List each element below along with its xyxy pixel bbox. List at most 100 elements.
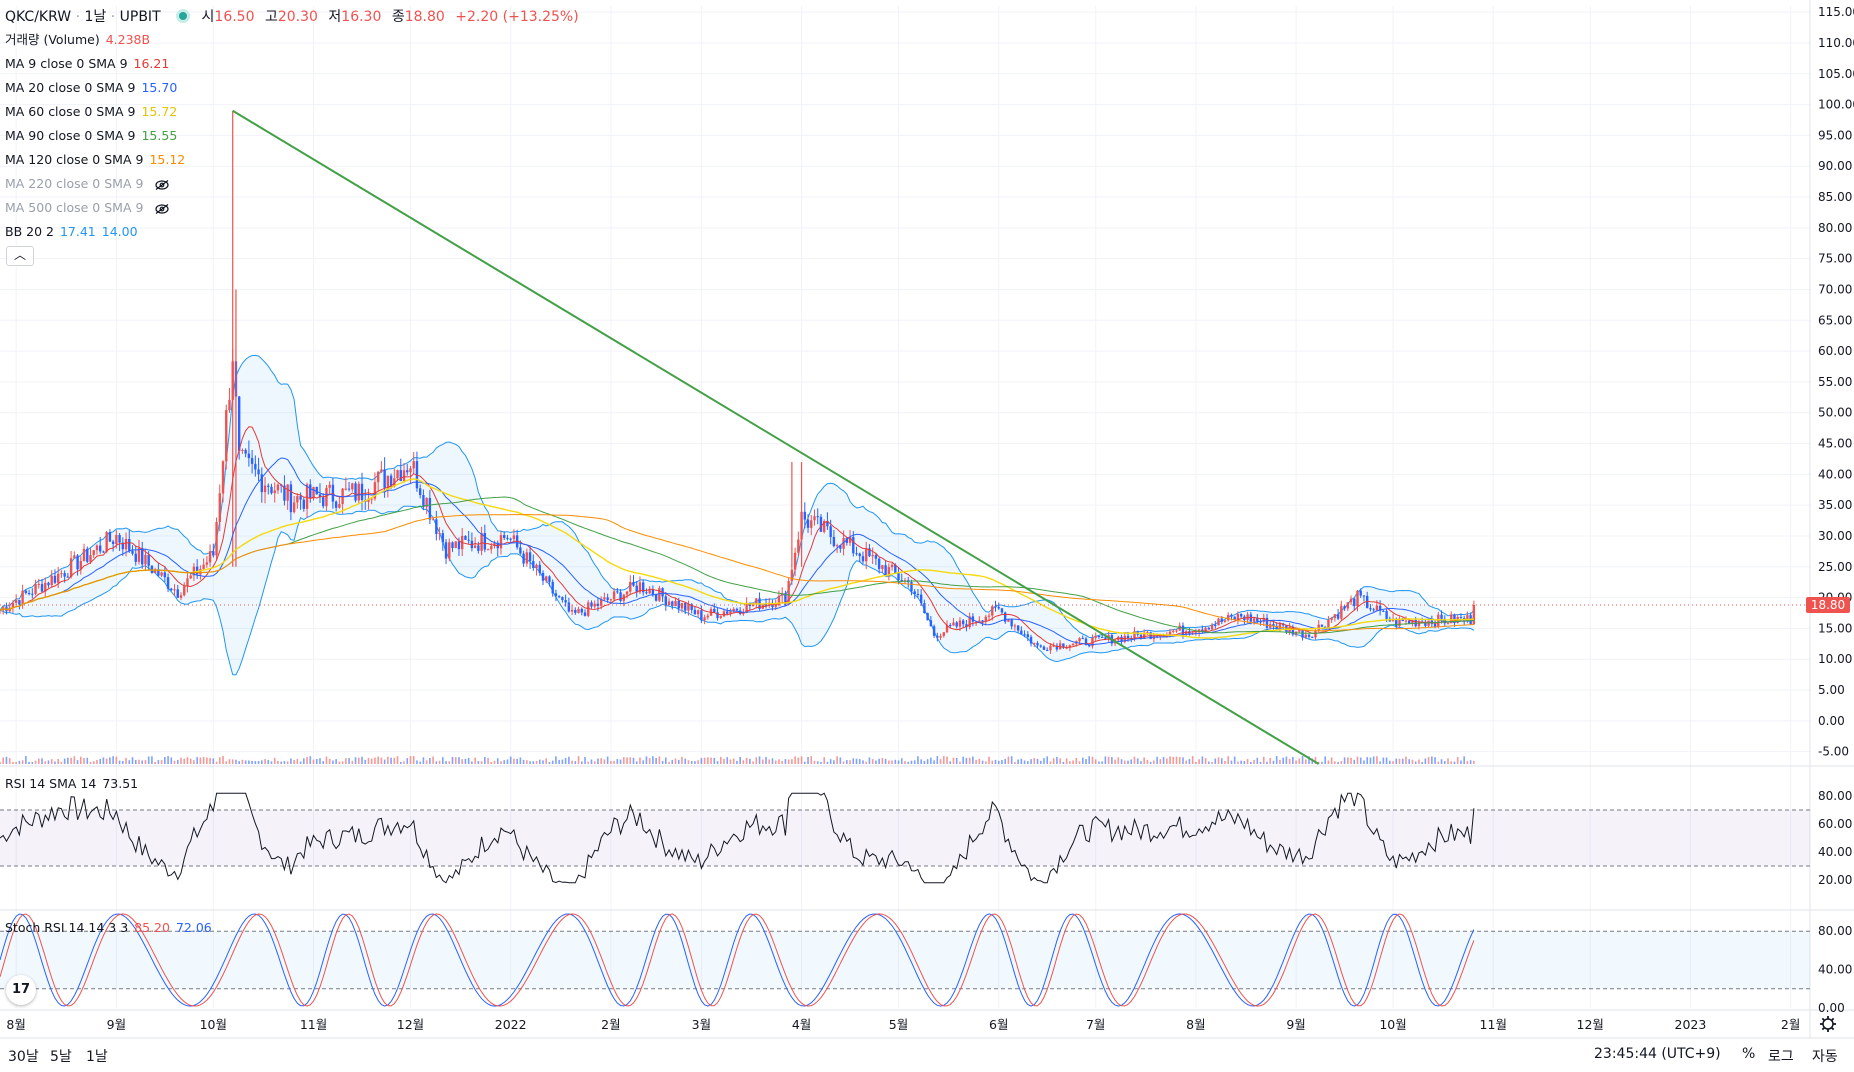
range-5d-button[interactable]: 5날 (50, 1049, 72, 1065)
volume-bar (781, 760, 783, 764)
candle-body (994, 606, 997, 608)
legend-stoch[interactable]: Stoch RSI 14 14 3 3 85.20 72.06 (5, 920, 212, 936)
volume-bar (348, 758, 350, 764)
candle-body (625, 591, 629, 595)
percent-scale-button[interactable]: % (1742, 1046, 1756, 1062)
eye-off-icon[interactable] (155, 179, 170, 190)
candle-body (92, 550, 95, 556)
candle-body (95, 545, 99, 551)
candle-body (254, 463, 257, 470)
candle-body (839, 545, 842, 549)
price-axis-tick: 70.00 (1818, 282, 1852, 296)
price-axis-tick: 35.00 (1818, 498, 1852, 512)
volume-bar (774, 760, 777, 764)
candle-body (157, 569, 160, 576)
volume-bar (1078, 761, 1081, 764)
candle-body (719, 616, 722, 618)
log-scale-button[interactable]: 로그 (1768, 1049, 1794, 1065)
legend-ma500[interactable]: MA 500 close 0 SMA 9 (5, 200, 170, 216)
volume-bar (955, 757, 958, 764)
candle-body (477, 545, 480, 551)
volume-bar (8, 758, 11, 764)
legend-volume[interactable]: 거래량 (Volume) 4.238B (5, 32, 150, 48)
volume-bar (994, 759, 997, 764)
volume-bar (60, 761, 63, 764)
candle-body (732, 608, 735, 612)
candle-body (367, 498, 370, 502)
candle-body (215, 522, 218, 556)
trendline (232, 109, 1320, 765)
volume-bar (1427, 757, 1430, 764)
candle-body (887, 567, 891, 576)
range-1d-button[interactable]: 1날 (86, 1049, 108, 1065)
volume-bar (1133, 756, 1136, 764)
volume-bar (1217, 757, 1220, 764)
candle-body (1333, 614, 1337, 619)
volume-bar (1463, 756, 1465, 764)
volume-bar (338, 761, 341, 764)
volume-bar (299, 761, 302, 764)
legend-ma60[interactable]: MA 60 close 0 SMA 9 15.72 (5, 104, 177, 120)
volume-bar (1169, 756, 1171, 764)
candle-body (1236, 613, 1240, 620)
volume-bar (975, 759, 977, 764)
candle-body (1385, 610, 1388, 619)
volume-bar (1175, 756, 1178, 764)
volume-bar (315, 758, 318, 764)
volume-bar (273, 757, 276, 764)
ma60-line (0, 478, 1474, 639)
candle-body (1055, 645, 1059, 650)
volume-bar (642, 760, 644, 764)
legend-ma90[interactable]: MA 90 close 0 SMA 9 15.55 (5, 128, 177, 144)
candle-body (1307, 634, 1311, 637)
volume-bar (134, 759, 137, 764)
volume-bar (1081, 757, 1084, 764)
candle-body (1369, 608, 1372, 610)
symbol-name[interactable]: QKC/KRW (5, 9, 72, 25)
candle-body (978, 620, 981, 622)
eye-off-icon[interactable] (155, 203, 170, 214)
candle-body (473, 545, 477, 549)
candle-body (205, 562, 209, 565)
candle-body (971, 616, 975, 622)
candle-body (564, 600, 567, 603)
legend-ma9[interactable]: MA 9 close 0 SMA 9 16.21 (5, 56, 169, 72)
candle-body (651, 589, 655, 595)
volume-bar (1237, 761, 1239, 764)
candle-body (250, 458, 254, 464)
volume-bar (167, 756, 169, 764)
legend-ma220[interactable]: MA 220 close 0 SMA 9 (5, 176, 170, 192)
volume-bar (891, 760, 893, 764)
volume-bar (506, 759, 509, 764)
interval-label[interactable]: 1날 (84, 9, 107, 25)
candle-body (1088, 644, 1091, 647)
candle-body (538, 564, 541, 573)
volume-bar (248, 760, 250, 764)
stoch-axis-tick: 80.00 (1818, 924, 1852, 938)
range-30d-button[interactable]: 30날 (8, 1049, 39, 1065)
volume-bar (280, 761, 282, 764)
legend-ma20[interactable]: MA 20 close 0 SMA 9 15.70 (5, 80, 177, 96)
legend-bb[interactable]: BB 20 2 17.41 14.00 (5, 224, 138, 240)
volume-bar (791, 759, 793, 764)
candle-body (641, 582, 645, 593)
clock-readout[interactable]: 23:45:44 (UTC+9) (1594, 1046, 1721, 1062)
auto-scale-button[interactable]: 자동 (1812, 1049, 1838, 1065)
candle-body (244, 449, 247, 454)
volume-bar (810, 756, 813, 764)
tradingview-logo[interactable]: 17 (6, 975, 36, 1005)
volume-bar (57, 759, 59, 764)
rsi-axis-tick: 60.00 (1818, 817, 1852, 831)
volume-bar (568, 756, 570, 764)
volume-bar (92, 761, 95, 764)
legend-rsi[interactable]: RSI 14 SMA 14 73.51 (5, 776, 138, 792)
price-axis-tick: 115.00 (1818, 5, 1854, 19)
legend-collapse-button[interactable]: ︿ (6, 246, 34, 266)
volume-bar (564, 758, 567, 764)
volume-bar (648, 758, 651, 764)
candle-body (1194, 632, 1198, 634)
candle-body (409, 468, 412, 473)
legend-ma120[interactable]: MA 120 close 0 SMA 9 15.12 (5, 152, 185, 168)
candle-body (512, 535, 516, 540)
